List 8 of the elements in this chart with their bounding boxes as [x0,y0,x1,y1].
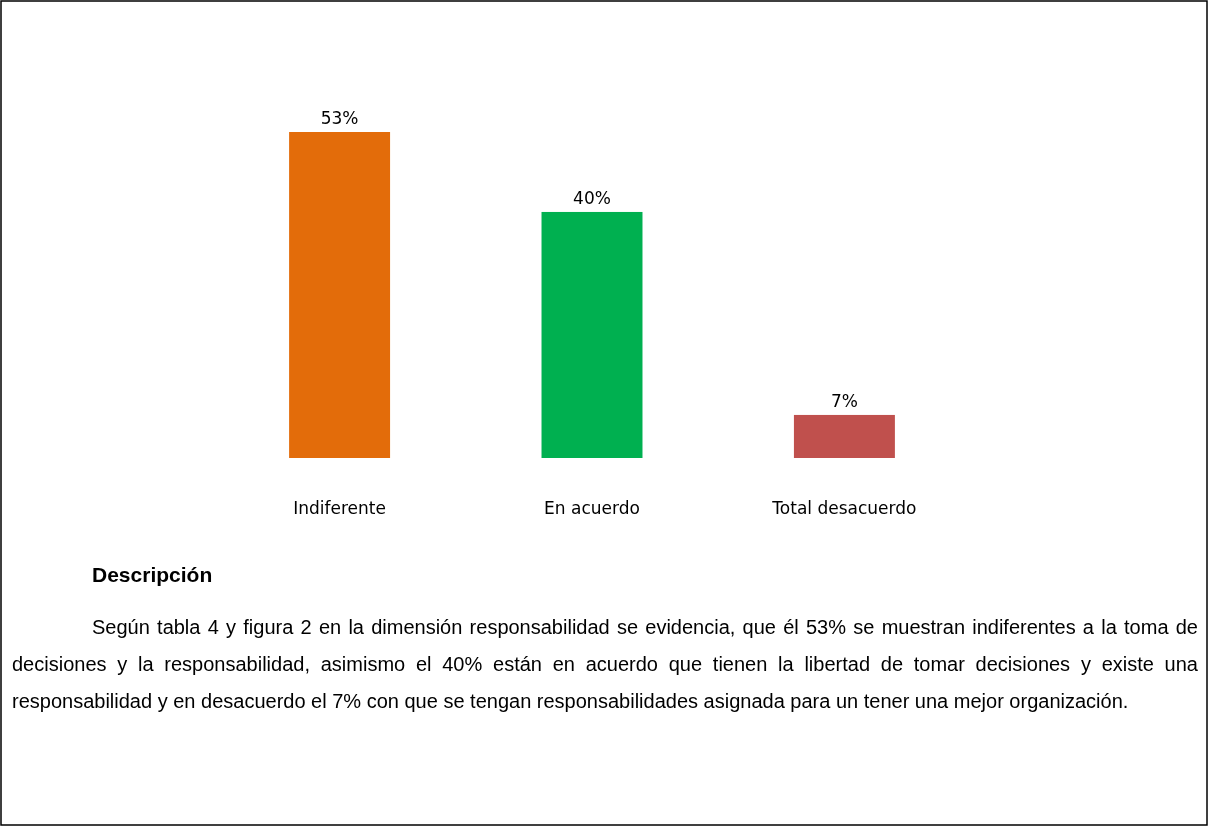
text: Según tabla 4 y figura 2 en la dimensión responsabilidad se evidencia, que él 53% se muestran indiferentes a la toma de decisiones y la responsabilidad, asimismo el 40% están en acuerdo que tienen la libertad de tomar decisiones y existe una responsabilidad y en desacuerdo el 7% con que se tengan responsabilidades asignada para un tener una mejor organización. [12,615,1198,714]
data-label: 53% [320,108,359,128]
text: Descripción [92,562,214,588]
data-label: 7% [830,390,858,411]
x-tick-label: Indiferente [293,498,386,518]
data-label: 40% [573,187,611,208]
x-tick-label: Total desacuerdo [771,498,917,518]
x-tick-label: En acuerdo [544,498,640,518]
